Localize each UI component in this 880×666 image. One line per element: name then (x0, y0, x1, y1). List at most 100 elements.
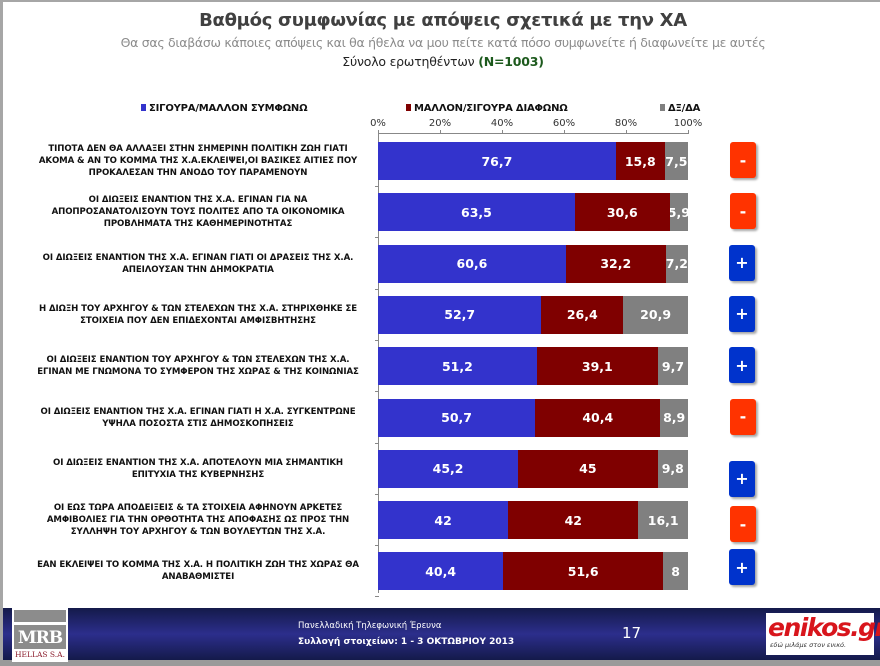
data-label: 60,6 (456, 256, 488, 272)
page-number: 17 (622, 624, 642, 642)
category-label: ΟΙ ΔΙΩΞΕΙΣ ΕΝΑΝΤΙΟΝ ΤΗΣ Χ.Α. ΕΓΙΝΑΝ ΓΙΑΤ… (18, 252, 378, 276)
y-tick-mark (375, 186, 379, 187)
y-tick-mark (375, 442, 379, 444)
category-label-line: ΠΡΟΒΛΗΜΑΤΑ ΤΗΣ ΚΑΘΗΜΕΡΙΝΟΤΗΤΑΣ (103, 219, 293, 230)
x-tick-label: 80% (614, 118, 638, 129)
bar-segment-dk: 7,5 (664, 142, 688, 180)
data-label: 15,8 (624, 153, 656, 169)
category-label-line: ΑΠΕΙΛΟΥΣΑΝ ΤΗΝ ΔΗΜΟΚΡΑΤΙΑ (122, 264, 274, 275)
legend-swatch (141, 104, 146, 111)
plus-badge-icon: + (729, 460, 755, 497)
bar-segment-disagree: 30,6 (574, 193, 670, 232)
data-label: 9,7 (661, 358, 685, 374)
minus-badge-icon: - (730, 193, 756, 230)
x-tick-mark (440, 130, 441, 134)
x-tick-mark (502, 130, 503, 134)
plus-badge-icon: + (729, 549, 755, 586)
x-tick-mark (378, 130, 379, 134)
bar-segment-agree: 40,4 (378, 552, 504, 591)
footer-survey-type: Πανελλαδική Τηλεφωνική Έρευνα (298, 621, 442, 631)
plus-badge-icon: + (729, 347, 755, 384)
bar-segment-agree: 45,2 (378, 449, 519, 488)
data-label: 76,7 (481, 153, 513, 169)
sample-base: Σύνολο ερωτηθέντων (N=1003) (3, 54, 880, 69)
bar-segment-dk: 16,1 (638, 501, 688, 540)
bar-segment-disagree: 15,8 (615, 142, 665, 180)
bar-segment-dk: 8,9 (660, 398, 688, 437)
y-tick-mark (375, 288, 379, 290)
category-label-line: ΑΝΑΒΑΘΜΙΣΤΕΙ (161, 572, 235, 583)
x-tick-label: 0% (370, 118, 386, 129)
y-tick-mark (375, 237, 379, 239)
bar-segment-agree: 76,7 (378, 142, 616, 180)
bar-segment-agree: 50,7 (378, 398, 536, 437)
category-label-line: ΟΙ ΔΙΩΞΕΙΣ ΕΝΑΝΤΙΟΝ ΤΗΣ Χ.Α. ΕΓΙΝΑΝ ΓΙΑΤ… (40, 406, 356, 417)
x-tick-label: 60% (552, 118, 576, 129)
bar-segment-agree: 63,5 (378, 193, 575, 232)
data-label: 26,4 (566, 307, 598, 323)
y-tick-mark (375, 339, 379, 341)
category-label-line: ΟΙ ΔΙΩΞΕΙΣ ΕΝΑΝΤΙΟΝ ΤΗΣ Χ.Α. ΕΓΙΝΑΝ ΓΙΑΤ… (42, 252, 354, 263)
data-label: 51,6 (567, 563, 599, 579)
x-tick-mark (688, 130, 689, 134)
data-label: 16,1 (647, 512, 679, 528)
data-label: 52,7 (444, 307, 476, 323)
sample-base-label: Σύνολο ερωτηθέντων (342, 54, 475, 69)
data-label: 63,5 (461, 204, 492, 220)
x-axis-line (378, 133, 688, 134)
x-tick-mark (626, 130, 627, 134)
category-label: ΟΙ ΕΩΣ ΤΩΡΑ ΑΠΟΔΕΙΞΕΙΣ & ΤΑ ΣΤΟΙΧΕΙΑ ΑΦΗ… (18, 502, 378, 538)
data-label: 42 (434, 512, 452, 528)
data-label: 9,8 (661, 461, 684, 477)
x-tick-label: 100% (673, 118, 703, 129)
category-label-line: ΕΓΙΝΑΝ ΜΕ ΓΝΩΜΟΝΑ ΤΟ ΣΥΜΦΕΡΟΝ ΤΗΣ ΧΩΡΑΣ … (37, 367, 359, 378)
footer-collection-dates: Συλλογή στοιχείων: 1 - 3 ΟΚΤΩΒΡΙΟΥ 2013 (298, 637, 515, 647)
data-label: 32,2 (600, 256, 632, 272)
data-label: 20,9 (640, 307, 672, 323)
mrb-logo-bar (14, 610, 66, 622)
bar-segment-agree: 42 (378, 501, 509, 540)
bar-segment-disagree: 40,4 (535, 398, 661, 437)
y-tick-mark (375, 391, 379, 393)
plus-badge-icon: + (729, 244, 755, 281)
legend-label: ΜΑΛΛΟΝ/ΣΙΓΟΥΡΑ ΔΙΑΦΩΝΩ (414, 103, 568, 114)
category-label: Η ΔΙΩΞΗ ΤΟΥ ΑΡΧΗΓΟΥ & ΤΩΝ ΣΤΕΛΕΧΩΝ ΤΗΣ Χ… (18, 303, 378, 327)
category-label: ΕΑΝ ΕΚΛΕΙΨΕΙ ΤΟ ΚΟΜΜΑ ΤΗΣ Χ.Α. Η ΠΟΛΙΤΙΚ… (18, 559, 378, 583)
legend-swatch (660, 104, 665, 111)
category-label-line: ΑΜΦΙΒΟΛΙΕΣ ΓΙΑ ΤΗΝ ΟΡΘΟΤΗΤΑ ΤΗΣ ΑΠΟΦΑΣΗΣ… (46, 515, 350, 526)
category-label-line: ΣΤΟΙΧΕΙΑ ΠΟΥ ΔΕΝ ΕΠΙΔΕΧΟΝΤΑΙ ΑΜΦΙΣΒΗΤΗΣΗ… (80, 315, 316, 326)
bar-segment-dk: 7,2 (665, 244, 688, 283)
category-label: ΟΙ ΔΙΩΞΕΙΣ ΕΝΑΝΤΙΟΝ ΤΗΣ Χ.Α. ΑΠΟΤΕΛΟΥΝ Μ… (18, 457, 378, 481)
bar-segment-agree: 60,6 (378, 244, 566, 283)
mrb-logo: MRB HELLAS S.A. (12, 608, 68, 662)
legend-entry: ΣΙΓΟΥΡΑ/ΜΑΛΛΟΝ ΣΥΜΦΩΝΩ (141, 103, 308, 114)
chart-subtitle: Θα σας διαβάσω κάποιες απόψεις και θα ήθ… (120, 35, 766, 50)
legend-swatch (406, 104, 411, 111)
bar-segment-disagree: 45 (518, 449, 658, 488)
data-label: 45,2 (432, 461, 464, 477)
y-tick-mark (375, 596, 379, 598)
x-tick-label: 40% (490, 118, 514, 129)
category-label-line: ΟΙ ΕΩΣ ΤΩΡΑ ΑΠΟΔΕΙΞΕΙΣ & ΤΑ ΣΤΟΙΧΕΙΑ ΑΦΗ… (53, 503, 343, 514)
enikos-logo-wordmark: enikos.gr (768, 613, 880, 643)
minus-badge-icon: - (730, 506, 756, 543)
category-label-line: Η ΔΙΩΞΗ ΤΟΥ ΑΡΧΗΓΟΥ & ΤΩΝ ΣΤΕΛΕΧΩΝ ΤΗΣ Χ… (39, 303, 357, 314)
footer-bar (3, 608, 880, 660)
category-label: ΟΙ ΔΙΩΞΕΙΣ ΕΝΑΝΤΙΟΝ ΤΗΣ Χ.Α. ΕΓΙΝΑΝ ΓΙΑΤ… (18, 406, 378, 430)
data-label: 42 (564, 512, 582, 528)
bar-segment-disagree: 51,6 (503, 552, 664, 591)
enikos-tagline: εδώ μιλάμε στον ενικό. (770, 641, 847, 649)
enikos-logo-e: e (768, 613, 785, 642)
category-label: ΤΙΠΟΤΑ ΔΕΝ ΘΑ ΑΛΛΑΞΕΙ ΣΤΗΝ ΣΗΜΕΡΙΝΗ ΠΟΛΙ… (18, 143, 378, 179)
bar-segment-dk: 8 (663, 552, 688, 591)
legend-label: ΔΞ/ΔΑ (668, 103, 701, 114)
category-label: ΟΙ ΔΙΩΞΕΙΣ ΕΝΑΝΤΙΟΝ ΤΟΥ ΑΡΧΗΓΟΥ & ΤΩΝ ΣΤ… (18, 354, 378, 378)
category-label-line: ΟΙ ΔΙΩΞΕΙΣ ΕΝΑΝΤΙΟΝ ΤΟΥ ΑΡΧΗΓΟΥ & ΤΩΝ ΣΤ… (46, 355, 350, 366)
data-label: 5,9 (669, 204, 688, 220)
data-label: 39,1 (581, 358, 613, 374)
category-label: ΟΙ ΔΙΩΞΕΙΣ ΕΝΑΝΤΙΟΝ ΤΗΣ Χ.Α. ΕΓΙΝΑΝ ΓΙΑ … (18, 194, 378, 230)
minus-badge-icon: - (730, 398, 756, 435)
data-label: 7,2 (665, 256, 688, 272)
category-label-line: ΟΙ ΔΙΩΞΕΙΣ ΕΝΑΝΤΙΟΝ ΤΗΣ Χ.Α. ΑΠΟΤΕΛΟΥΝ Μ… (53, 457, 343, 468)
